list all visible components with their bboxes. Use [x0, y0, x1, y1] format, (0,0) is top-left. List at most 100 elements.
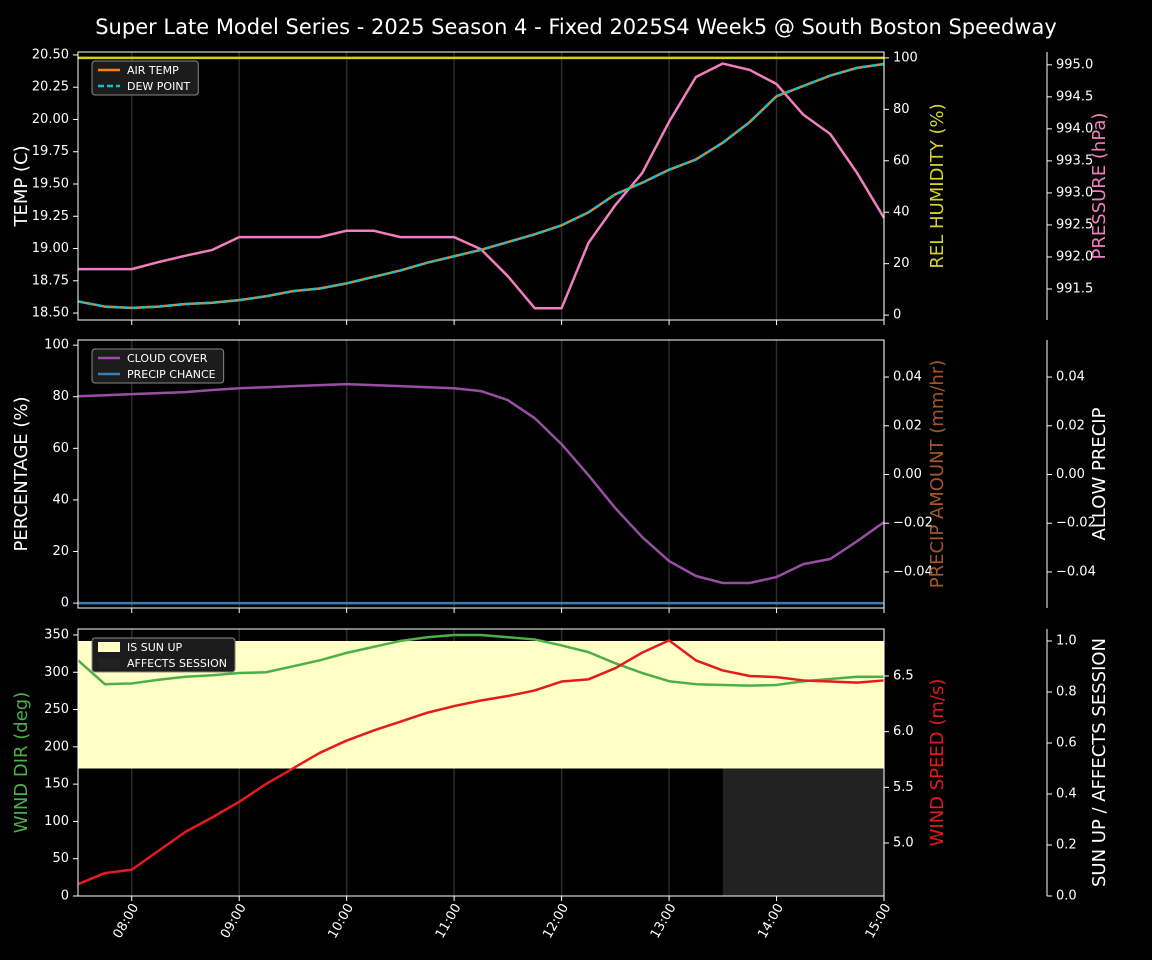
y3-tick-label: 0.02 — [1056, 418, 1085, 433]
plot-frame — [77, 51, 885, 321]
y-tick-label: 300 — [44, 665, 69, 680]
series-line — [77, 382, 885, 585]
legend-label: CLOUD COVER — [127, 352, 208, 365]
y3-tick-label: 0.6 — [1056, 735, 1077, 750]
y3-tick-label: 993.5 — [1056, 153, 1093, 168]
fill-band — [857, 768, 885, 896]
fill-band — [776, 768, 804, 896]
fill-band — [642, 640, 670, 769]
y-axis-label: TEMP (C) — [11, 145, 32, 227]
fill-band — [722, 768, 751, 896]
series-line — [77, 639, 885, 886]
y3-tick-label: 992.5 — [1056, 217, 1093, 232]
fill-band — [803, 768, 831, 896]
y-axis-label: PERCENTAGE (%) — [11, 396, 32, 551]
y2-tick-label: 5.5 — [893, 780, 914, 795]
fill-band — [481, 640, 509, 769]
fill-band — [507, 640, 536, 769]
y3-tick-label: 991.5 — [1056, 281, 1093, 296]
y3-tick-label: 0.04 — [1056, 370, 1085, 385]
y-tick-label: 200 — [44, 739, 69, 754]
y-tick-label: 20.00 — [32, 112, 69, 127]
y3-tick-label: −0.04 — [1056, 564, 1096, 579]
y3-tick-label: 1.0 — [1056, 633, 1077, 648]
series-line — [77, 633, 884, 687]
y-tick-label: 150 — [44, 777, 69, 792]
y-tick-label: 40 — [52, 492, 69, 507]
y2-axis-label: REL HUMIDITY (%) — [927, 103, 948, 268]
y2-tick-label: 6.5 — [893, 668, 914, 683]
fill-band — [803, 640, 831, 769]
y-tick-label: 19.00 — [32, 241, 69, 256]
y-tick-label: 100 — [44, 814, 69, 829]
y3-tick-label: 0.0 — [1056, 889, 1077, 904]
series-line — [77, 62, 885, 310]
fill-band — [373, 640, 401, 769]
y2-axis-label: WIND SPEED (m/s) — [927, 679, 948, 847]
fill-band — [830, 640, 858, 769]
fill-band — [427, 640, 455, 769]
legend: AIR TEMP DEW POINT — [91, 60, 199, 96]
y-tick-label: 0 — [61, 596, 69, 611]
y3-axis-label: PRESSURE (hPa) — [1089, 113, 1110, 260]
y-tick-label: 20 — [52, 544, 69, 559]
y-tick-label: 350 — [44, 627, 69, 642]
fill-band — [561, 640, 589, 769]
fill-band — [830, 768, 858, 896]
y3-tick-label: 994.0 — [1056, 121, 1093, 136]
legend-label: PRECIP CHANCE — [127, 368, 216, 381]
y2-tick-label: 20 — [893, 256, 910, 271]
y3-tick-label: 0.2 — [1056, 837, 1077, 852]
fill-band — [857, 640, 885, 769]
y3-tick-label: 995.0 — [1056, 57, 1093, 72]
y3-axis-label: SUN UP / AFFECTS SESSION — [1089, 638, 1110, 887]
y-tick-label: 250 — [44, 702, 69, 717]
y3-axis-label: ALLOW PRECIP — [1089, 407, 1110, 540]
y-tick-label: 20.50 — [32, 47, 69, 62]
y2-tick-label: 0.04 — [893, 370, 922, 385]
legend-label: AIR TEMP — [127, 64, 179, 77]
fill-band — [534, 640, 563, 769]
y-tick-label: 0 — [61, 889, 69, 904]
y2-tick-label: 6.0 — [893, 724, 914, 739]
y-tick-label: 20.25 — [32, 80, 69, 95]
chart-title: Super Late Model Series - 2025 Season 4 … — [95, 15, 1057, 39]
y2-tick-label: 80 — [893, 102, 910, 117]
y3-tick-label: 994.5 — [1056, 89, 1093, 104]
y-tick-label: 19.25 — [32, 209, 69, 224]
y2-tick-label: 40 — [893, 205, 910, 220]
y-tick-label: 80 — [52, 389, 69, 404]
fill-band — [749, 640, 778, 769]
legend-swatch — [98, 642, 120, 652]
y2-tick-label: 100 — [893, 50, 918, 65]
fill-band — [749, 768, 778, 896]
fill-band — [239, 640, 267, 769]
fill-band — [615, 640, 643, 769]
fill-band — [346, 640, 375, 769]
y-tick-label: 60 — [52, 441, 69, 456]
fill-band — [776, 640, 804, 769]
y2-tick-label: 0.00 — [893, 467, 922, 482]
y-tick-label: 18.50 — [32, 306, 69, 321]
legend: IS SUN UP AFFECTS SESSION — [91, 637, 236, 673]
fill-band — [722, 640, 751, 769]
plot-frame — [77, 628, 885, 897]
y-tick-label: 50 — [52, 851, 69, 866]
fill-band — [400, 640, 428, 769]
y-tick-label: 19.50 — [32, 177, 69, 192]
fill-band — [588, 640, 616, 769]
y2-tick-label: −0.02 — [893, 516, 933, 531]
y-tick-label: 100 — [44, 338, 69, 353]
y2-tick-label: 0 — [893, 308, 901, 323]
y-tick-label: 19.75 — [32, 144, 69, 159]
y3-tick-label: −0.02 — [1056, 516, 1096, 531]
y2-tick-label: 0.02 — [893, 418, 922, 433]
y3-tick-label: 0.00 — [1056, 467, 1085, 482]
y3-tick-label: 0.4 — [1056, 786, 1077, 801]
y-axis-label: WIND DIR (deg) — [11, 692, 32, 834]
y-tick-label: 18.75 — [32, 273, 69, 288]
y3-tick-label: 993.0 — [1056, 185, 1093, 200]
y3-tick-label: 992.0 — [1056, 249, 1093, 264]
